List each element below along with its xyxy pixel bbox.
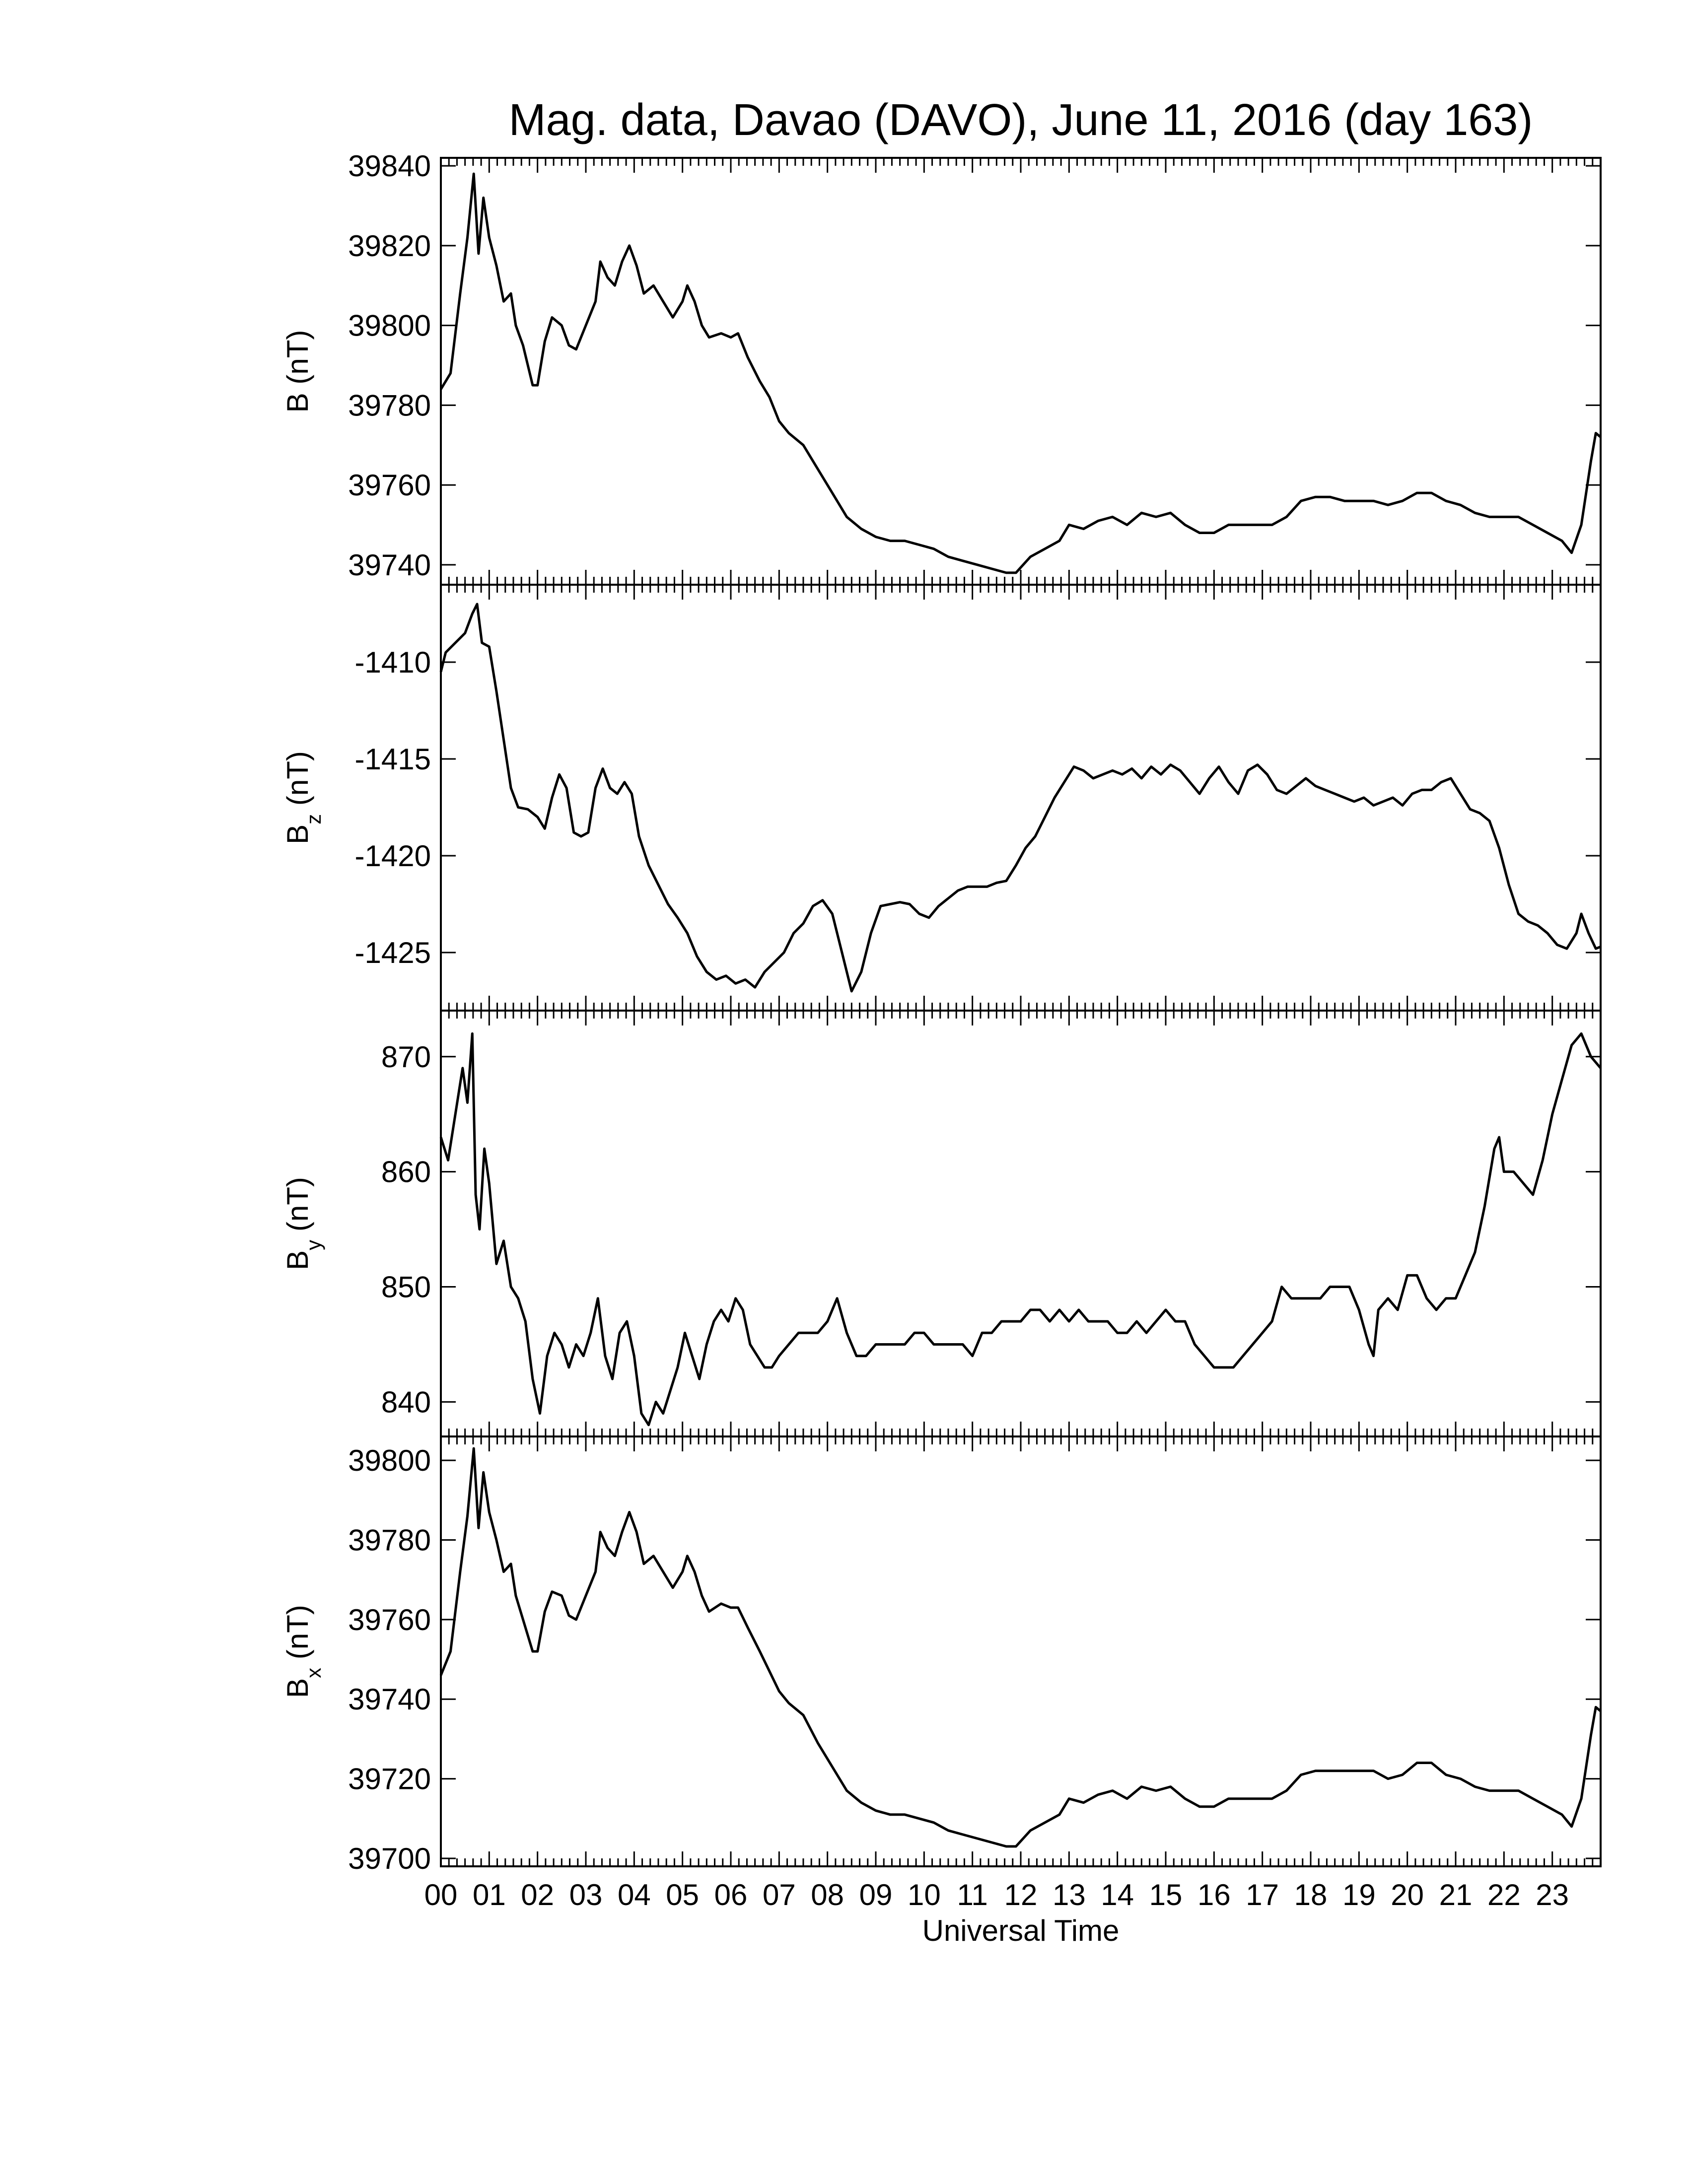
y-tick-label-B: 39800 [348, 309, 431, 342]
x-tick-label: 06 [714, 1878, 748, 1911]
x-tick-label: 09 [859, 1878, 893, 1911]
y-axis-label-Bx: Bx (nT) [281, 1605, 325, 1698]
y-axis-label-unit: (nT) [281, 1177, 314, 1240]
y-tick-label-Bx: 39800 [348, 1444, 431, 1477]
y-tick-label-Bz: -1410 [355, 646, 431, 679]
y-tick-label-Bz: -1425 [355, 936, 431, 969]
x-tick-label: 05 [666, 1878, 699, 1911]
y-tick-label-Bx: 39780 [348, 1523, 431, 1557]
x-tick-label: 21 [1439, 1878, 1473, 1911]
y-tick-label-B: 39740 [348, 548, 431, 582]
y-axis-label-unit: (nT) [281, 1605, 314, 1668]
y-tick-label-By: 850 [381, 1271, 431, 1304]
x-axis-labels: 00 01 02 03 04 05 06 07 08 09 10 11 12 13 14 15 16 17 18 19… [424, 1878, 1569, 1911]
x-tick-label: 01 [473, 1878, 506, 1911]
y-axis-label-subscript: y [302, 1240, 325, 1250]
y-tick-label-Bz: -1420 [355, 839, 431, 873]
y-axis-label-subscript: x [302, 1668, 325, 1678]
panel-By: 840 850 860 870 By (nT) [281, 1010, 1602, 1437]
y-tick-label-Bx: 39700 [348, 1842, 431, 1875]
x-tick-label: 03 [569, 1878, 603, 1911]
panel-B: 39740 39760 39780 39800 39820 39840 B (nT) [281, 149, 1602, 586]
x-tick-label: 13 [1053, 1878, 1086, 1911]
x-tick-label: 17 [1246, 1878, 1279, 1911]
panel-frame-Bx [440, 1435, 1602, 1867]
series-line-Bx [439, 1447, 1602, 1848]
x-tick-label: 02 [521, 1878, 554, 1911]
x-tick-label: 16 [1197, 1878, 1231, 1911]
y-tick-label-B: 39780 [348, 389, 431, 422]
y-axis-label-unit: (nT) [281, 330, 314, 393]
x-axis-label: Universal Time [922, 1914, 1120, 1947]
y-tick-label-Bx: 39740 [348, 1683, 431, 1716]
panel-Bz: -1410 -1415 -1420 -1425 Bz (nT) [281, 584, 1602, 1012]
x-tick-label: 07 [763, 1878, 796, 1911]
y-axis-label-unit: (nT) [281, 751, 314, 814]
y-tick-label-Bx: 39720 [348, 1763, 431, 1796]
panel-Bx: 39700 39720 39740 39760 39780 39800 Bx (nT) [281, 1435, 1602, 1875]
series-line-Bz [439, 603, 1601, 993]
series-line-B [439, 172, 1602, 574]
x-tick-label: 10 [908, 1878, 941, 1911]
y-tick-label-B: 39760 [348, 469, 431, 502]
x-tick-label: 14 [1101, 1878, 1134, 1911]
y-tick-label-B: 39840 [348, 149, 431, 183]
panel-frame-B [440, 157, 1602, 586]
x-tick-label: 19 [1342, 1878, 1376, 1911]
x-tick-label: 15 [1149, 1878, 1183, 1911]
y-tick-label-By: 840 [381, 1385, 431, 1419]
y-axis-label-By: By (nT) [281, 1177, 325, 1270]
x-tick-label: 12 [1004, 1878, 1038, 1911]
y-tick-label-Bz: -1415 [355, 743, 431, 776]
y-axis-label-main: B [281, 824, 314, 844]
y-axis-label-Bz: Bz (nT) [281, 751, 325, 844]
y-tick-label-By: 870 [381, 1040, 431, 1074]
y-tick-label-By: 860 [381, 1156, 431, 1189]
x-tick-label: 20 [1391, 1878, 1424, 1911]
y-axis-label-main: B [281, 1250, 314, 1270]
x-tick-label: 18 [1294, 1878, 1328, 1911]
y-axis-label-main: B [281, 393, 314, 412]
series-line-By [439, 1032, 1602, 1427]
y-axis-label-B: B (nT) [281, 330, 314, 413]
x-tick-label: 00 [424, 1878, 458, 1911]
panel-frame-Bz [440, 584, 1602, 1012]
y-tick-label-B: 39820 [348, 229, 431, 263]
x-tick-label: 08 [811, 1878, 844, 1911]
y-axis-label-main: B [281, 1678, 314, 1698]
y-axis-label-subscript: z [302, 814, 325, 824]
chart-title: Mag. data, Davao (DAVO), June 11, 2016 (… [509, 95, 1533, 145]
x-tick-label: 22 [1487, 1878, 1521, 1911]
panel-frame-By [440, 1010, 1602, 1437]
x-tick-label: 11 [957, 1878, 988, 1911]
x-tick-label: 23 [1536, 1878, 1569, 1911]
x-tick-label: 04 [618, 1878, 651, 1911]
y-tick-label-Bx: 39760 [348, 1603, 431, 1637]
